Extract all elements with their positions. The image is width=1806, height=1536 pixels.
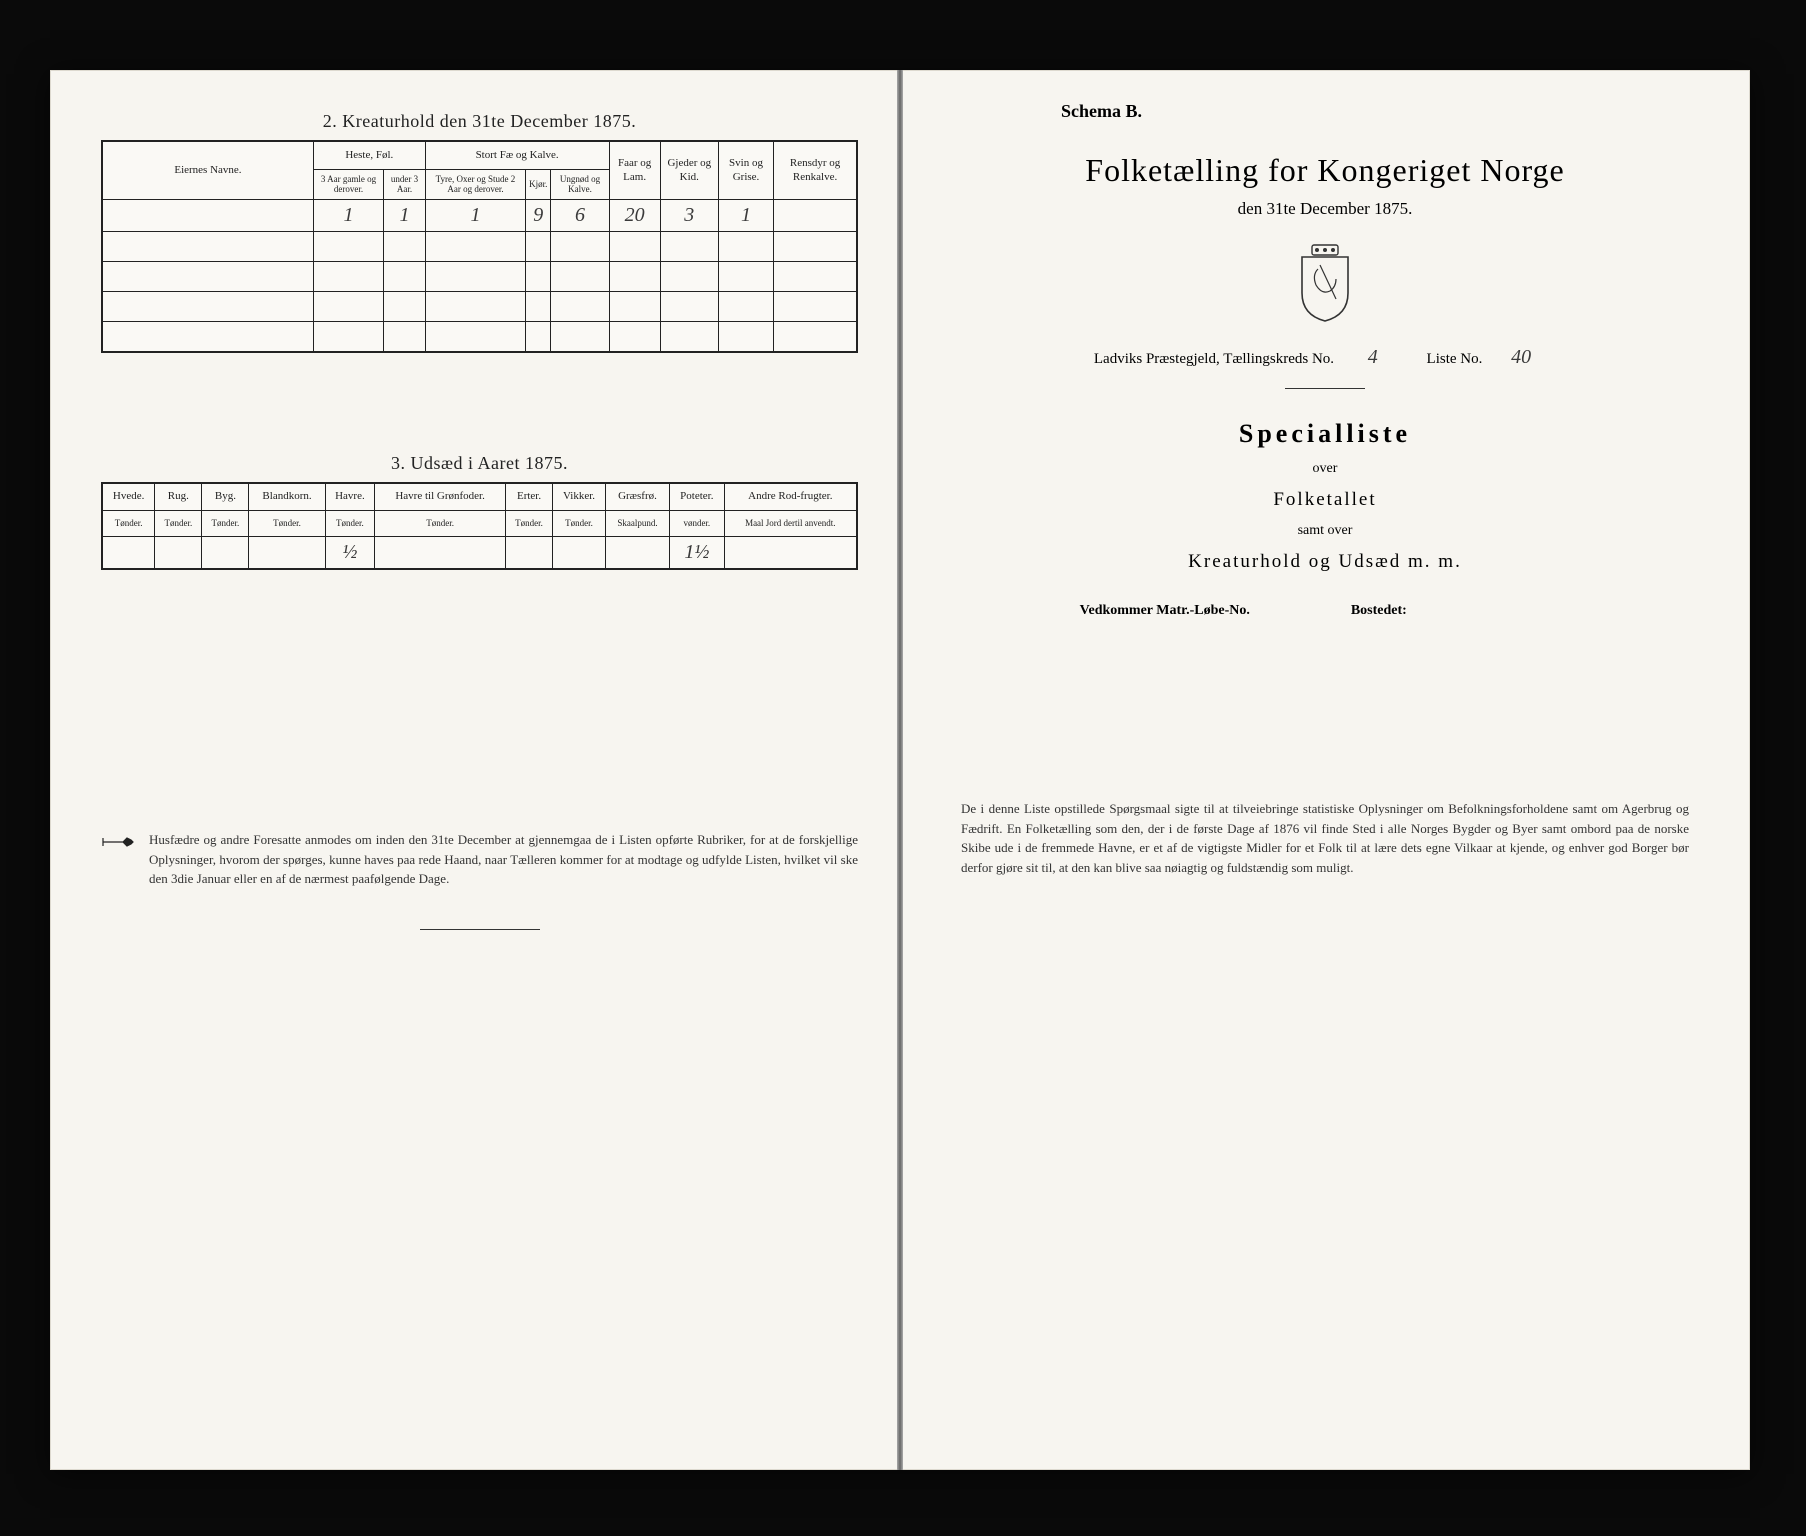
table-row [102, 292, 857, 322]
sub-date: den 31te December 1875. [961, 199, 1689, 219]
col-gjed: Gjeder og Kid. [660, 141, 718, 200]
section2-title: 2. Kreaturhold den 31te December 1875. [101, 111, 858, 132]
cell: 9 [526, 200, 551, 232]
table-kreaturhold: Eiernes Navne. Heste, Føl. Stort Fæ og K… [101, 140, 858, 353]
rule [1285, 388, 1365, 389]
cell: 3 [660, 200, 718, 232]
cell: 6 [551, 200, 609, 232]
liste-label: Liste No. [1427, 351, 1483, 367]
schema-label: Schema B. [1061, 101, 1689, 122]
section3-title: 3. Udsæd i Aaret 1875. [101, 453, 858, 474]
u: vønder. [670, 511, 725, 537]
cell: 20 [609, 200, 660, 232]
u: Tønder. [249, 511, 325, 537]
folketallet: Folketallet [961, 489, 1689, 511]
col-faar: Faar og Lam. [609, 141, 660, 200]
c2: Rug. [155, 483, 202, 511]
sub-s1: Tyre, Oxer og Stude 2 Aar og derover. [425, 169, 525, 200]
u: Maal Jord dertil anvendt. [724, 511, 857, 537]
ident-prefix: Ladviks Præstegjeld, Tællingskreds No. [1094, 351, 1334, 367]
cell: 1 [384, 200, 426, 232]
table-row: 1 1 1 9 6 20 3 1 [102, 200, 857, 232]
right-footnote: De i denne Liste opstillede Spørgsmaal s… [961, 799, 1689, 877]
specialliste: Specialliste [961, 419, 1689, 449]
grp-stort: Stort Fæ og Kalve. [425, 141, 609, 169]
cell: 1 [313, 200, 383, 232]
c3: Byg. [202, 483, 249, 511]
samt-over: samt over [961, 523, 1689, 539]
left-footnote: Husfædre og andre Foresatte anmodes om i… [101, 830, 858, 889]
table-row [102, 262, 857, 292]
table-row [102, 322, 857, 352]
u: Tønder. [325, 511, 375, 537]
pointing-hand-icon [101, 830, 135, 889]
cell: 1½ [670, 537, 725, 570]
c10: Poteter. [670, 483, 725, 511]
cell [774, 200, 857, 232]
bostedet-label: Bostedet: [1351, 603, 1407, 618]
ident-line: Ladviks Præstegjeld, Tællingskreds No. 4… [961, 346, 1689, 370]
c7: Erter. [506, 483, 553, 511]
rule [420, 929, 540, 930]
cell: 1 [718, 200, 773, 232]
kreaturhold: Kreaturhold og Udsæd m. m. [961, 551, 1689, 573]
owner-name [102, 200, 313, 232]
table-row: ½ 1½ [102, 537, 857, 570]
vedk-label: Vedkommer Matr.-Løbe-No. [1080, 603, 1250, 618]
main-title: Folketælling for Kongeriget Norge [961, 152, 1689, 189]
table-row [102, 232, 857, 262]
u: Skaalpund. [605, 511, 669, 537]
c11: Andre Rod-frugter. [724, 483, 857, 511]
grp-heste: Heste, Føl. [313, 141, 425, 169]
sub-s2: Kjør. [526, 169, 551, 200]
c6: Havre til Grønfoder. [375, 483, 506, 511]
u: Tønder. [155, 511, 202, 537]
col-ren: Rensdyr og Renkalve. [774, 141, 857, 200]
u: Tønder. [553, 511, 606, 537]
book-spine [897, 70, 903, 1470]
vedkommer-line: Vedkommer Matr.-Løbe-No. Bostedet: [961, 603, 1689, 619]
u: Tønder. [506, 511, 553, 537]
sub-h1: 3 Aar gamle og derover. [313, 169, 383, 200]
u: Tønder. [375, 511, 506, 537]
col-svin: Svin og Grise. [718, 141, 773, 200]
coat-of-arms-icon [961, 243, 1689, 328]
c1: Hvede. [102, 483, 155, 511]
c9: Græsfrø. [605, 483, 669, 511]
over: over [961, 461, 1689, 477]
c8: Vikker. [553, 483, 606, 511]
c5: Havre. [325, 483, 375, 511]
liste-no: 40 [1486, 346, 1556, 370]
footnote-text: Husfædre og andre Foresatte anmodes om i… [149, 830, 858, 889]
c4: Blandkorn. [249, 483, 325, 511]
sub-h2: under 3 Aar. [384, 169, 426, 200]
u: Tønder. [202, 511, 249, 537]
table-udsaed: Hvede. Rug. Byg. Blandkorn. Havre. Havre… [101, 482, 858, 571]
page-right: Schema B. Folketælling for Kongeriget No… [900, 70, 1750, 1470]
sub-s3: Ungnød og Kalve. [551, 169, 609, 200]
kreds-no: 4 [1338, 346, 1408, 370]
cell: ½ [325, 537, 375, 570]
col-eier: Eiernes Navne. [102, 141, 313, 200]
page-left: 2. Kreaturhold den 31te December 1875. E… [50, 70, 900, 1470]
u: Tønder. [102, 511, 155, 537]
cell: 1 [425, 200, 525, 232]
book-spread: 2. Kreaturhold den 31te December 1875. E… [50, 70, 1750, 1470]
